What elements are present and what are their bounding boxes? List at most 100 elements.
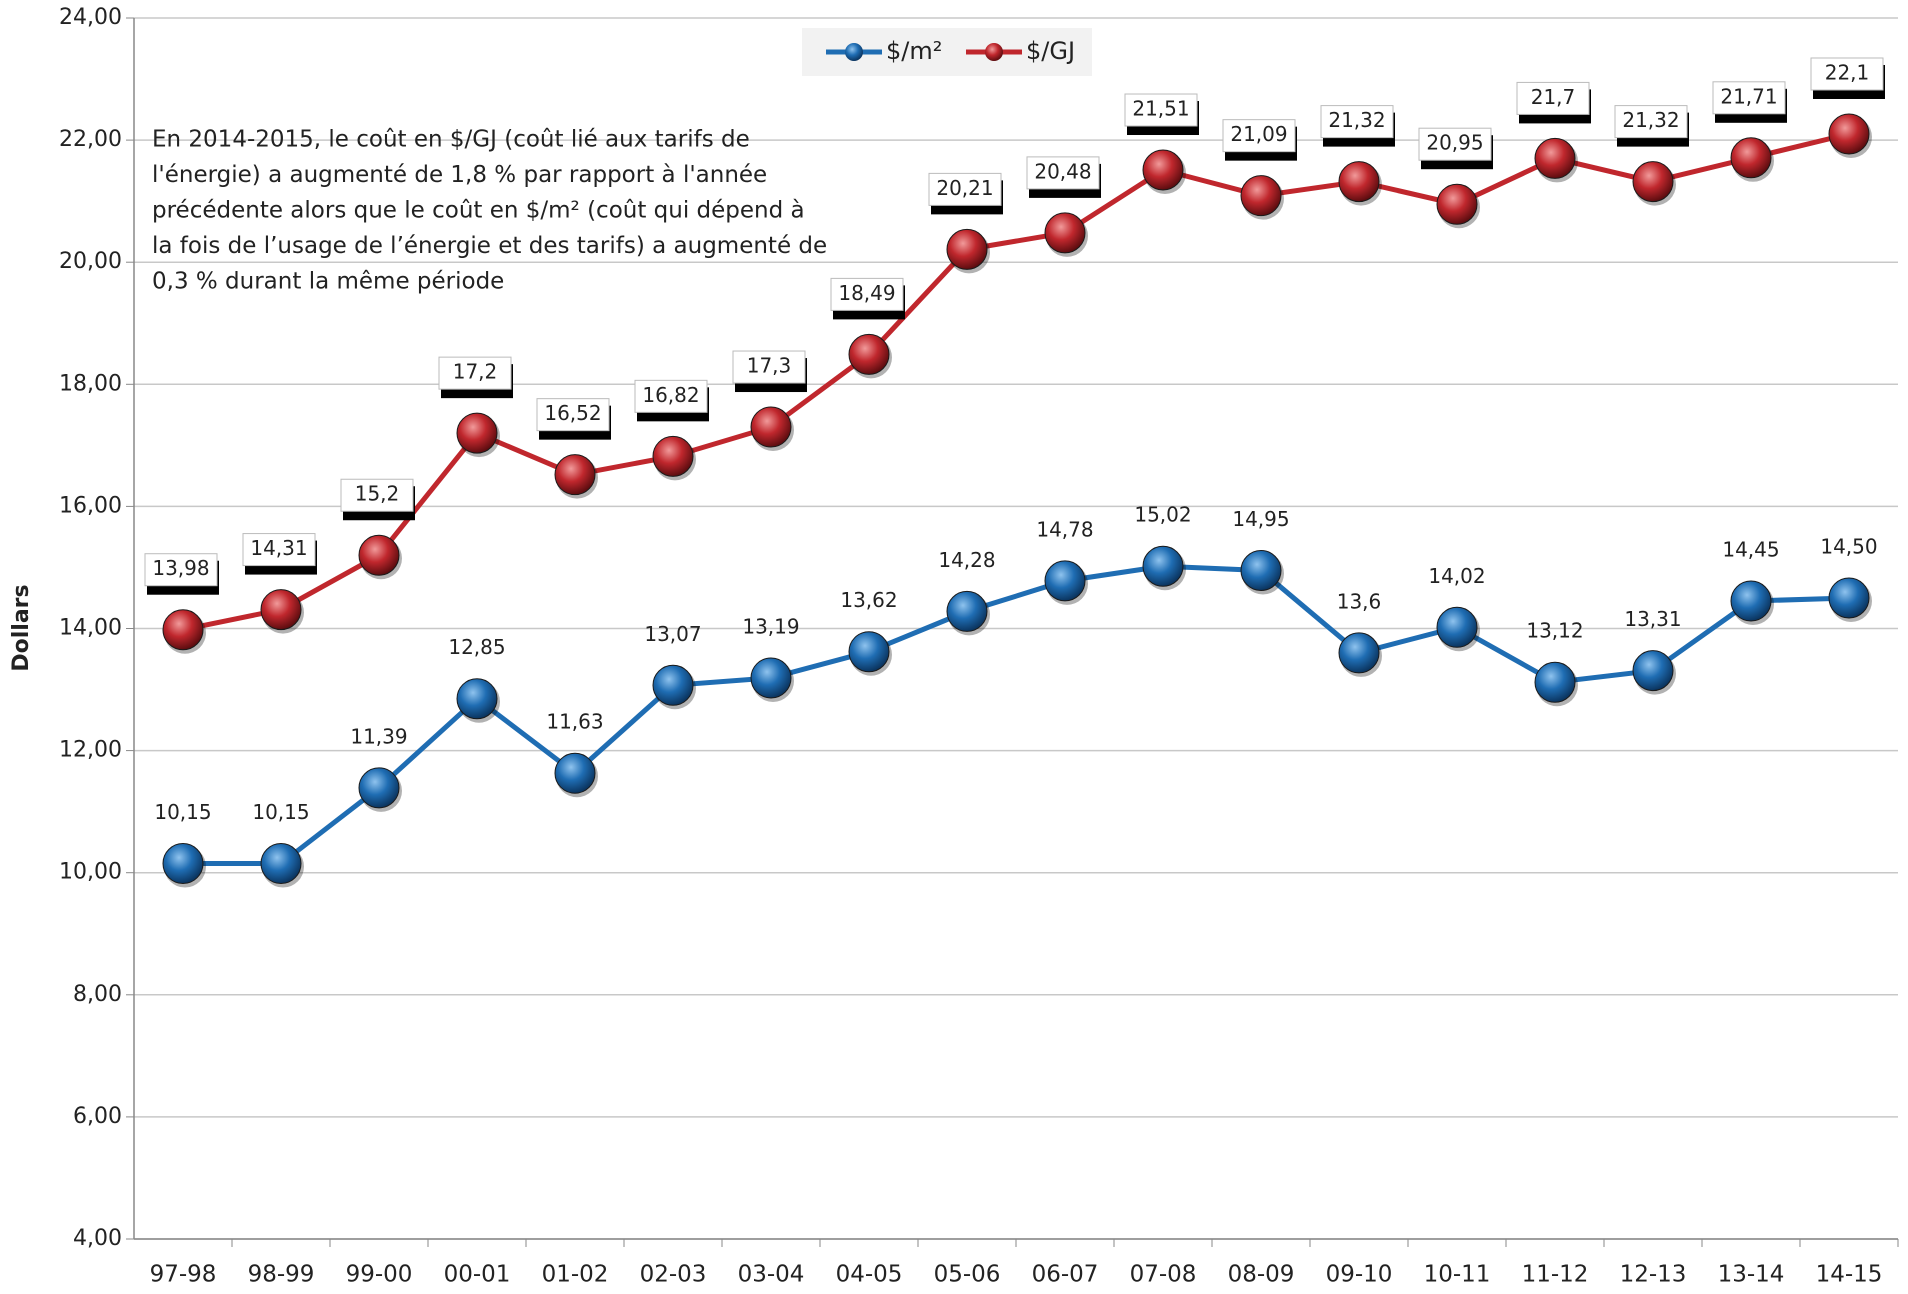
- label-box: [928, 172, 1002, 206]
- data-label: 20,21: [936, 176, 993, 200]
- x-tick-label: 09-10: [1326, 1262, 1393, 1288]
- label-box: [340, 478, 414, 512]
- marker: [1044, 212, 1086, 254]
- y-tick-label: 22,00: [59, 127, 122, 152]
- marker: [1436, 606, 1478, 648]
- marker: [848, 631, 890, 673]
- data-label: 12,85: [448, 635, 505, 659]
- marker: [554, 454, 596, 496]
- marker: [456, 412, 498, 454]
- legend-label: $/m²: [886, 37, 942, 65]
- marker: [1730, 137, 1772, 179]
- legend-marker: [985, 43, 1003, 61]
- data-label: 22,1: [1825, 60, 1870, 84]
- marker: [1142, 149, 1184, 191]
- x-tick-label: 07-08: [1130, 1262, 1197, 1288]
- x-tick-label: 13-14: [1718, 1262, 1785, 1288]
- x-tick-label: 02-03: [640, 1262, 707, 1288]
- marker: [358, 767, 400, 809]
- data-label: 17,3: [747, 354, 792, 378]
- data-label: 14,45: [1722, 538, 1779, 562]
- label-box: [1810, 57, 1884, 91]
- data-label: 21,7: [1531, 85, 1576, 109]
- marker: [1534, 137, 1576, 179]
- label-box: [242, 533, 316, 567]
- label-box: [1124, 93, 1198, 127]
- x-tick-label: 97-98: [150, 1262, 217, 1288]
- data-label: 14,02: [1428, 564, 1485, 588]
- data-label: 21,09: [1230, 122, 1287, 146]
- label-box: [1614, 105, 1688, 139]
- data-label: 11,39: [350, 724, 407, 748]
- series-line: [183, 563, 1850, 867]
- label-box: [1222, 119, 1296, 153]
- x-tick-label: 12-13: [1620, 1262, 1687, 1288]
- x-tick-label: 04-05: [836, 1262, 903, 1288]
- x-tick-label: 99-00: [346, 1262, 413, 1288]
- x-tick-label: 10-11: [1424, 1262, 1491, 1288]
- annotation: En 2014-2015, le coût en $/GJ (coût lié …: [152, 127, 750, 153]
- y-tick-label: 10,00: [59, 860, 122, 885]
- marker: [1828, 113, 1870, 155]
- x-tick-label: 05-06: [934, 1262, 1001, 1288]
- marker: [946, 590, 988, 632]
- marker: [1142, 545, 1184, 587]
- marker: [260, 843, 302, 885]
- x-tick-label: 01-02: [542, 1262, 609, 1288]
- marker: [652, 435, 694, 477]
- marker: [456, 678, 498, 720]
- y-tick-label: 14,00: [59, 616, 122, 641]
- data-label: 10,15: [154, 800, 211, 824]
- y-tick-label: 16,00: [59, 493, 122, 518]
- annotation: la fois de l’usage de l’énergie et des t…: [152, 233, 827, 259]
- annotation: 0,3 % durant la même période: [152, 269, 504, 295]
- data-label: 13,6: [1337, 589, 1382, 613]
- data-label: 21,32: [1328, 108, 1385, 132]
- label-box: [1418, 127, 1492, 161]
- data-label: 16,52: [544, 401, 601, 425]
- label-box: [1026, 156, 1100, 190]
- legend-label: $/GJ: [1026, 37, 1075, 65]
- x-tick-label: 06-07: [1032, 1262, 1099, 1288]
- data-label: 20,48: [1034, 159, 1091, 183]
- data-label: 13,31: [1624, 607, 1681, 631]
- marker: [1240, 175, 1282, 217]
- data-label: 21,71: [1720, 84, 1777, 108]
- marker: [162, 843, 204, 885]
- data-label: 14,28: [938, 548, 995, 572]
- data-label: 18,49: [838, 281, 895, 305]
- data-label: 14,78: [1036, 517, 1093, 541]
- marker: [1338, 632, 1380, 674]
- data-label: 21,51: [1132, 97, 1189, 121]
- marker: [1632, 161, 1674, 203]
- data-label: 15,2: [355, 482, 400, 506]
- annotation: précédente alors que le coût en $/m² (co…: [152, 198, 805, 224]
- data-label: 13,12: [1526, 619, 1583, 643]
- data-label: 20,95: [1426, 131, 1483, 155]
- label-box: [144, 553, 218, 587]
- label-box: [1320, 105, 1394, 139]
- marker: [652, 664, 694, 706]
- x-tick-label: 08-09: [1228, 1262, 1295, 1288]
- data-label: 13,62: [840, 588, 897, 612]
- marker: [946, 228, 988, 270]
- data-label: 11,63: [546, 710, 603, 734]
- y-axis-label: Dollars: [9, 584, 34, 671]
- x-tick-label: 98-99: [248, 1262, 315, 1288]
- x-tick-label: 00-01: [444, 1262, 511, 1288]
- label-box: [634, 379, 708, 413]
- data-label: 14,31: [250, 536, 307, 560]
- y-tick-label: 8,00: [73, 982, 122, 1007]
- label-box: [1516, 81, 1590, 115]
- y-tick-label: 20,00: [59, 249, 122, 274]
- data-label: 13,19: [742, 614, 799, 638]
- y-tick-label: 6,00: [73, 1104, 122, 1129]
- data-label: 13,98: [152, 556, 209, 580]
- marker: [260, 589, 302, 631]
- data-label: 21,32: [1622, 108, 1679, 132]
- marker: [162, 609, 204, 651]
- label-box: [536, 398, 610, 432]
- y-tick-label: 24,00: [59, 5, 122, 30]
- marker: [1730, 580, 1772, 622]
